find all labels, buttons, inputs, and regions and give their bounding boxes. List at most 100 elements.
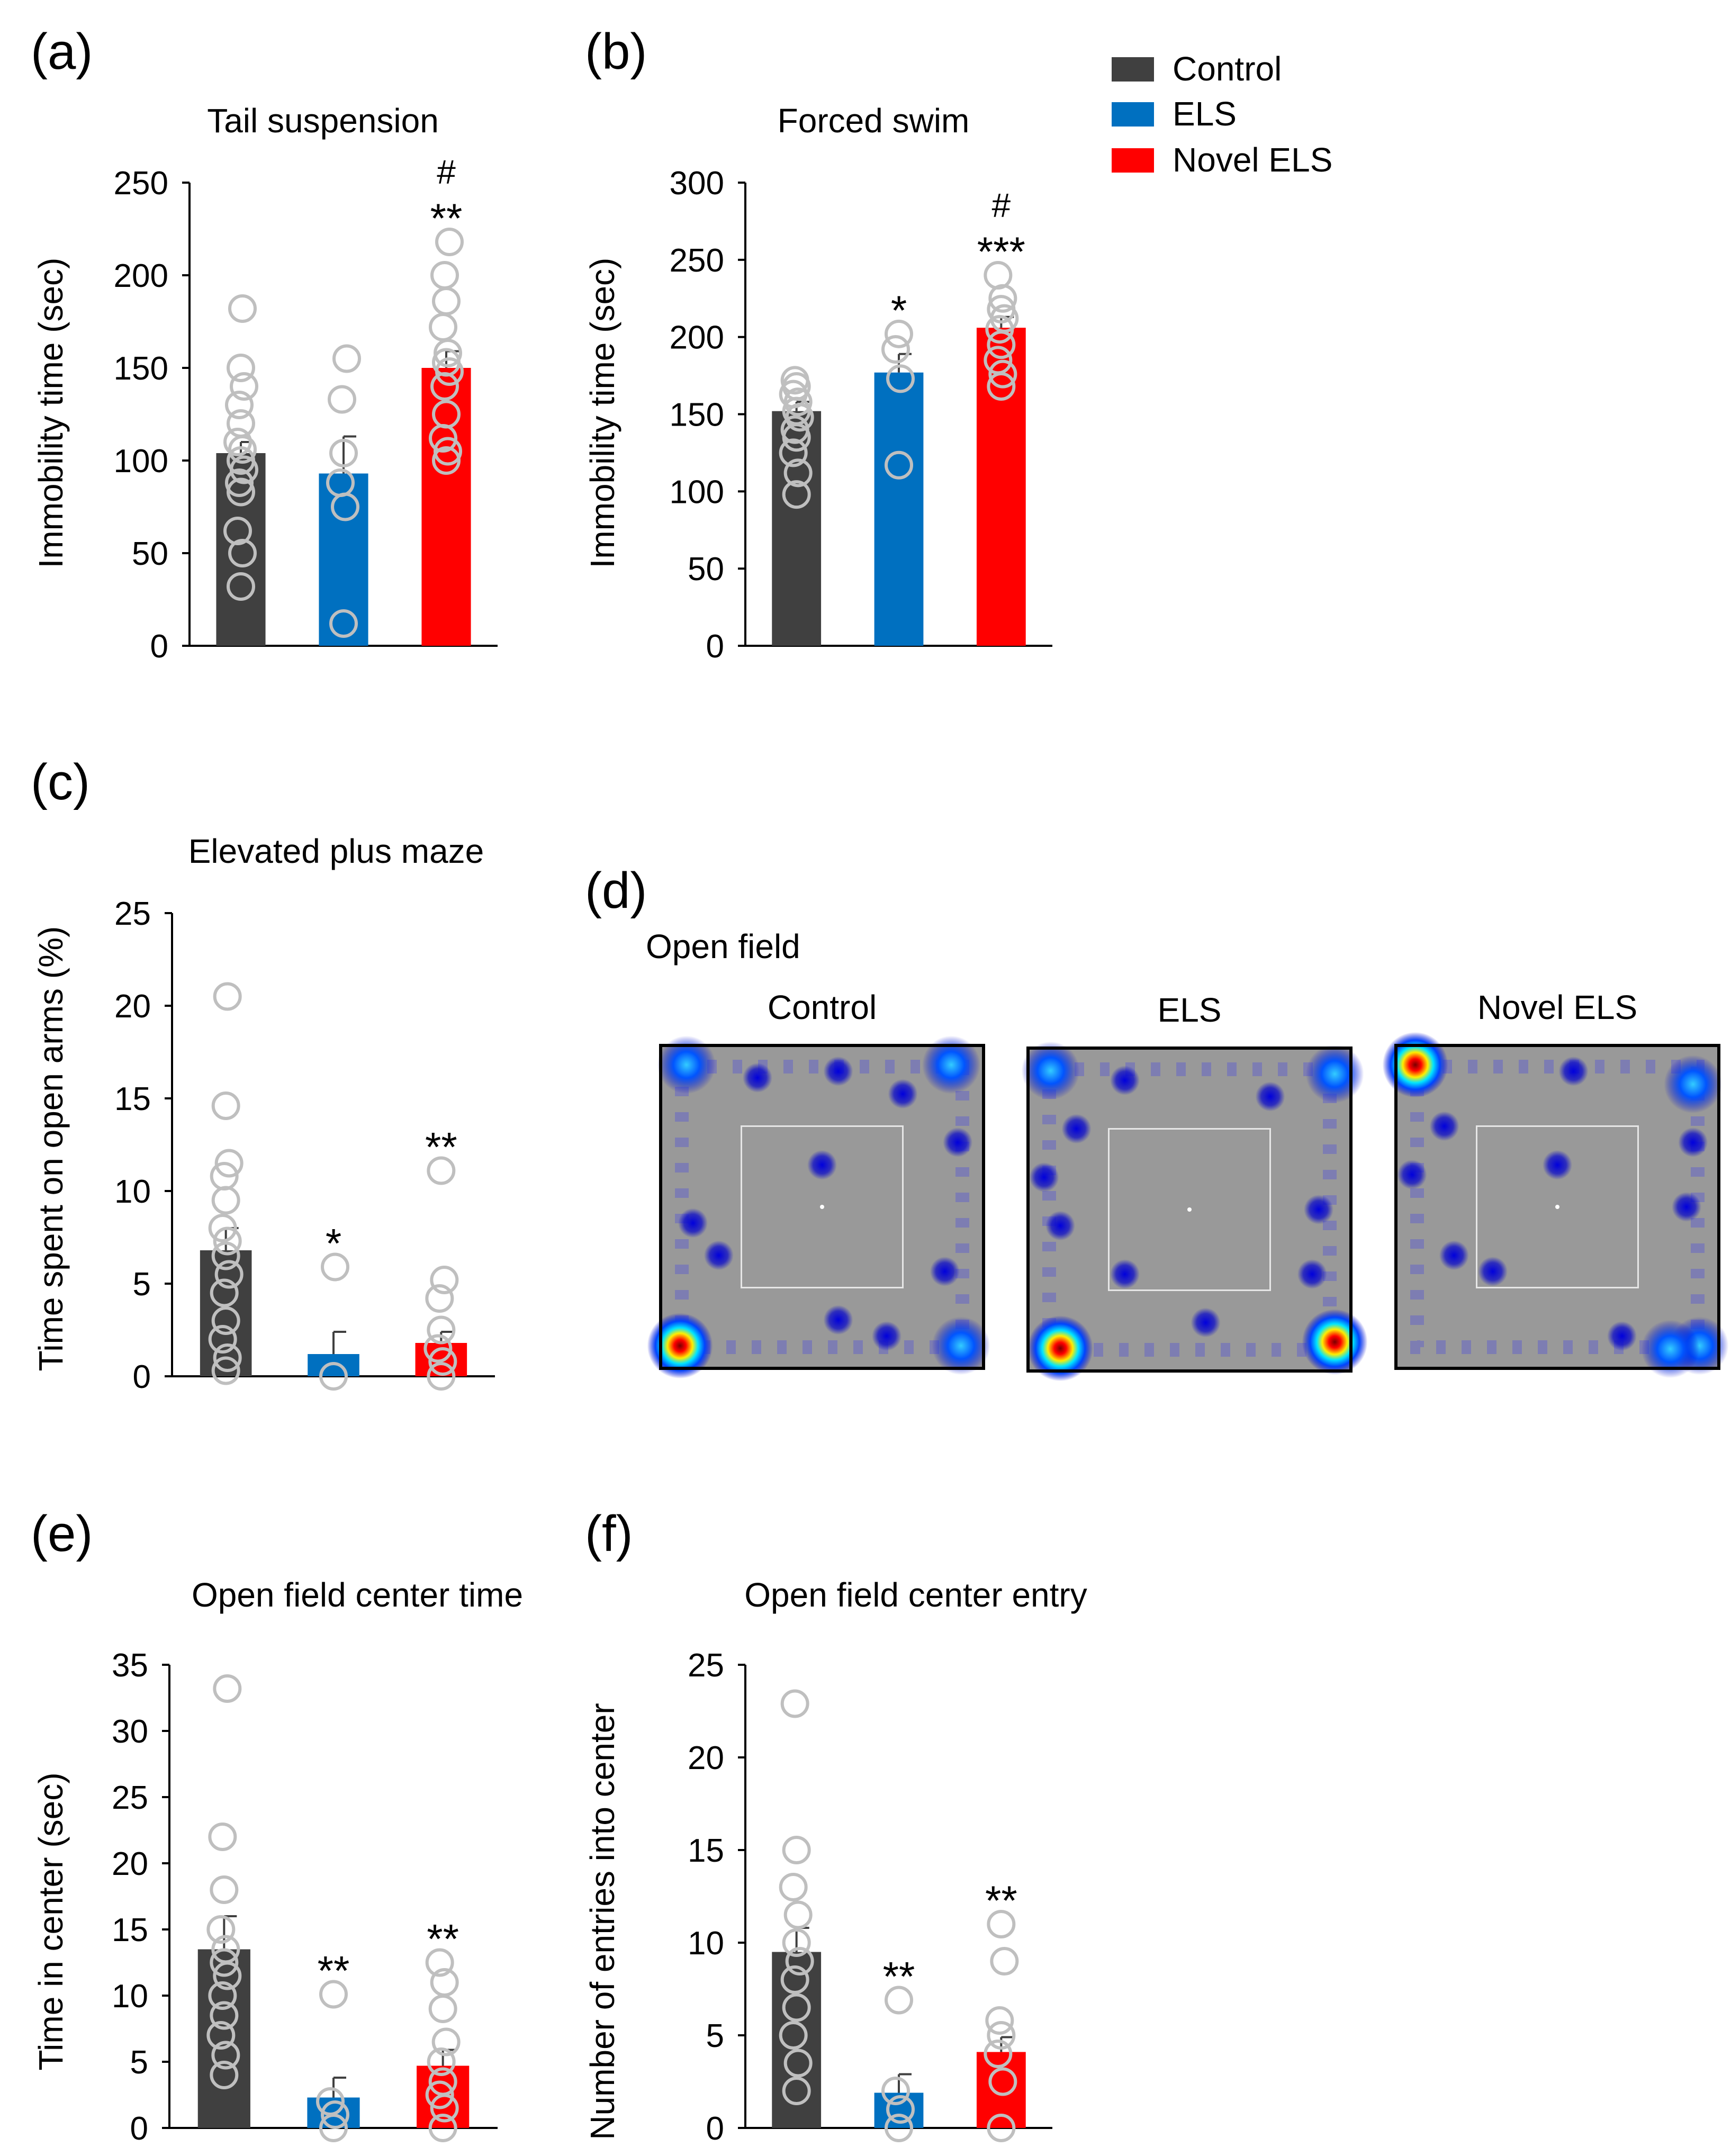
data-point [213,1343,242,1372]
data-point [210,1875,239,1904]
data-point [984,346,1013,375]
activity-spot [1478,1257,1508,1286]
y-tick-label: 25 [688,1647,724,1684]
data-point [985,2006,1014,2035]
panel-b: (b) Forced swim Immobility time (sec) 0 5… [583,23,1052,665]
y-axis-label: Immobility time (sec) [583,258,621,569]
y-tick-label: 10 [112,1978,148,2015]
center-marker [1187,1207,1192,1212]
y-tick-label: 20 [688,1740,724,1776]
chart-title: Tail suspension [207,102,439,140]
y-tick-label: 25 [112,1780,148,1816]
y-tick-label: 200 [114,258,168,294]
y-tick-label: 150 [114,350,168,387]
data-point [227,572,255,601]
activity-spot [1297,1259,1327,1289]
data-point [988,2067,1017,2096]
data-point [885,2114,913,2142]
y-tick-label: 100 [114,443,168,480]
activity-spot [888,1079,918,1109]
panel-label: (a) [31,23,93,80]
y-tick-label: 200 [670,320,724,356]
activity-spot [678,1208,708,1238]
y-tick-label: 5 [133,1266,151,1303]
data-point [987,1910,1016,1938]
data-point [210,1278,239,1307]
activity-spot [1397,1160,1427,1189]
y-tick-label: 10 [688,1925,724,1962]
y-tick-label: 15 [114,1081,151,1117]
data-point [228,539,257,567]
bar-control [200,1250,252,1376]
data-point [428,2114,457,2142]
data-point [208,1823,237,1851]
data-point [326,468,355,497]
heatmap-title: Control [768,988,877,1026]
y-tick-label: 0 [706,2110,724,2147]
y-tick-label: 30 [112,1713,148,1750]
data-point [211,2041,240,2070]
activity-hotspot [1664,1055,1723,1114]
chart-title: Forced swim [778,102,970,140]
data-point [782,1993,811,2022]
data-point [214,1260,244,1289]
center-marker [820,1205,824,1209]
data-point [316,2087,345,2116]
activity-spot [1029,1162,1059,1192]
data-point [782,480,811,509]
data-point [886,2095,915,2124]
panel-d: (d) Open field Control ELS Novel ELS [585,862,1729,1382]
activity-hotspot [1305,1044,1364,1103]
plot-area: 0 5 10 15 20 25 ** ** [688,1647,1052,2147]
heatmap-els: ELS [1021,991,1368,1382]
significance-stars: ** [425,1124,457,1170]
activity-spot [1543,1150,1572,1180]
chart-title: Elevated plus maze [188,832,484,870]
data-point [319,1980,348,2009]
data-point [210,1948,239,1977]
y-axis-label: Number of entries into center [583,1703,621,2140]
data-point [211,1091,240,1120]
y-tick-label: 25 [114,896,151,932]
data-point [785,1947,814,1975]
activity-spot [1672,1192,1701,1222]
panel-c: (c) Elevated plus maze Time spent on ope… [31,754,495,1395]
y-tick-label: 100 [670,474,724,510]
bar-control [772,1952,822,2128]
significance-stars: ** [430,195,463,241]
data-point [782,2077,811,2105]
activity-spot [1061,1114,1092,1144]
data-point [211,1241,240,1270]
activity-hotspot [1021,1041,1080,1100]
bar-control [216,453,266,646]
y-tick-label: 15 [112,1912,148,1948]
data-point [779,1873,808,1901]
data-point [783,387,813,417]
data-point [213,1226,242,1256]
data-point [783,458,813,488]
activity-spot [743,1063,772,1093]
heatmap-control: Control [647,988,990,1379]
y-axis-label: Immobility time (sec) [32,258,70,569]
activity-spot [1439,1240,1469,1270]
activity-spot [1304,1195,1333,1224]
bar-novel-els [976,328,1026,646]
center-zone [741,1125,904,1288]
activity-spot [823,1305,853,1335]
data-point [211,1935,240,1964]
data-point [881,335,910,364]
heatmap-novel-els: Novel ELS [1382,988,1729,1378]
data-point [435,228,464,256]
y-tick-label: 5 [706,2018,724,2054]
significance-stars: * [326,1220,341,1267]
y-tick-label: 250 [114,165,168,202]
data-point [332,344,361,373]
data-point [987,295,1016,324]
activity-hotspot [1382,1032,1448,1098]
y-tick-label: 300 [670,165,724,202]
data-point [984,261,1013,290]
activity-spot [1255,1081,1285,1112]
significance-stars: ** [985,1877,1017,1924]
data-point [885,450,913,480]
data-point [211,1356,240,1385]
